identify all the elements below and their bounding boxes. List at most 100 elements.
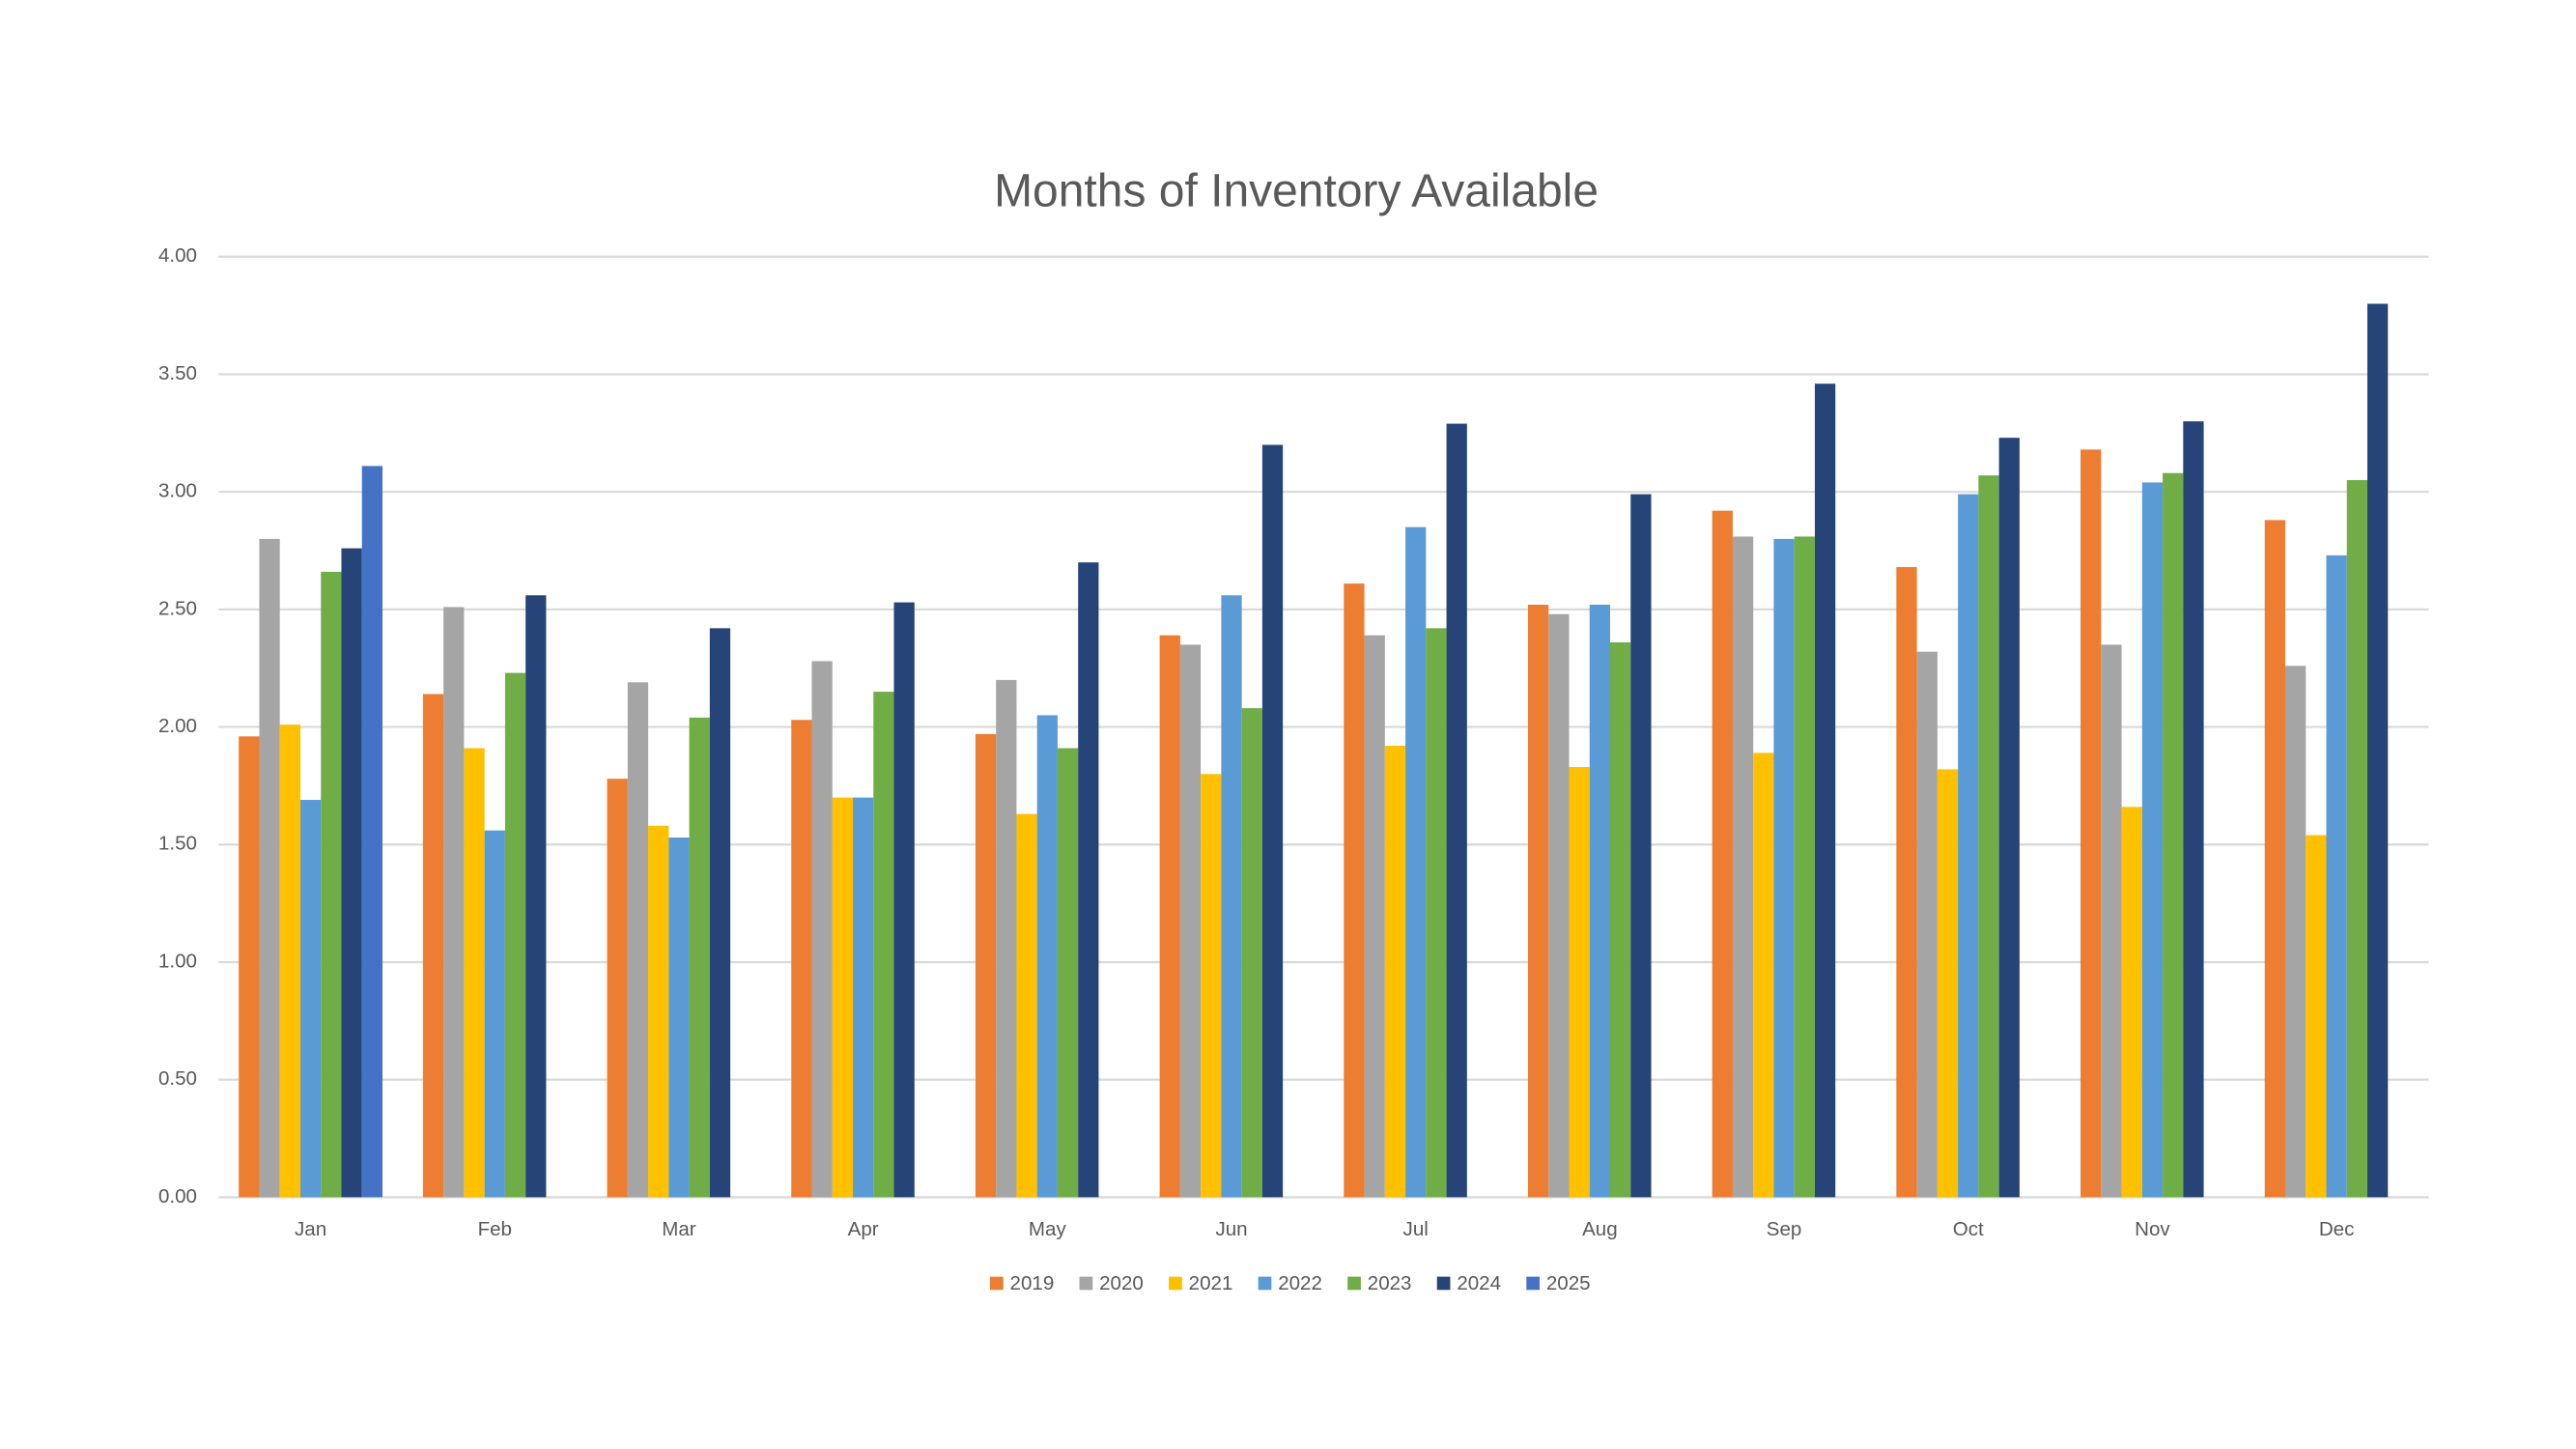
bar	[648, 825, 669, 1198]
bar	[1548, 613, 1570, 1198]
legend-swatch	[1169, 1276, 1182, 1291]
bar	[1179, 644, 1202, 1198]
bar	[668, 837, 690, 1198]
bar	[1732, 536, 1754, 1198]
bar	[1896, 567, 1917, 1198]
bar	[1916, 651, 1938, 1198]
bar	[504, 672, 526, 1198]
bar	[1078, 562, 1099, 1198]
bar	[2163, 472, 2184, 1198]
legend-label: 2025	[1546, 1272, 1591, 1294]
x-tick-label: Mar	[662, 1218, 696, 1240]
bar	[1753, 753, 1774, 1198]
bar	[1794, 536, 1815, 1198]
x-tick-label: Dec	[2319, 1218, 2355, 1240]
legend-label: 2021	[1189, 1272, 1233, 1294]
y-tick-label: 2.50	[158, 597, 197, 619]
bar	[1569, 766, 1590, 1198]
legend-label: 2022	[1278, 1272, 1322, 1294]
bar	[361, 466, 382, 1198]
bar	[1978, 475, 1999, 1198]
bar	[1159, 635, 1180, 1198]
bar	[1016, 813, 1037, 1198]
x-tick-label: Oct	[1953, 1218, 1984, 1240]
bar	[443, 607, 465, 1198]
bar	[1589, 605, 1611, 1198]
bar	[2264, 520, 2285, 1198]
x-tick-label: Jul	[1403, 1218, 1429, 1240]
legend-swatch	[1436, 1276, 1451, 1291]
bar	[975, 733, 997, 1198]
bar	[2183, 421, 2204, 1198]
bar	[791, 720, 812, 1198]
bar	[1241, 708, 1262, 1198]
legend-swatch	[1079, 1276, 1093, 1291]
bar	[2326, 554, 2347, 1198]
bar	[1958, 494, 1979, 1198]
x-tick-label: Aug	[1582, 1218, 1618, 1240]
bar	[709, 628, 731, 1198]
bar	[2141, 482, 2164, 1198]
legend-label: 2020	[1099, 1272, 1144, 1294]
bar	[853, 797, 874, 1198]
legend-swatch	[1258, 1276, 1272, 1291]
bar	[1057, 748, 1079, 1198]
bar	[873, 692, 894, 1198]
bar	[2081, 449, 2102, 1198]
y-tick-label: 1.50	[158, 833, 197, 855]
y-tick-label: 0.50	[158, 1067, 197, 1090]
legend-swatch	[989, 1276, 1004, 1291]
bar	[996, 679, 1017, 1198]
x-tick-label: Nov	[2135, 1218, 2170, 1240]
bar	[2284, 666, 2307, 1198]
y-tick-label: 1.00	[158, 950, 197, 972]
x-tick-label: Jan	[295, 1218, 326, 1240]
x-tick-label: Sep	[1767, 1218, 1802, 1240]
chart-title: Months of Inventory Available	[994, 165, 1599, 216]
bar	[1773, 538, 1795, 1198]
legend-swatch	[1347, 1276, 1361, 1291]
y-tick-label: 0.00	[158, 1185, 197, 1208]
legend-label: 2019	[1010, 1272, 1055, 1294]
legend-swatch	[1526, 1276, 1541, 1291]
bar	[2121, 807, 2142, 1198]
x-tick-label: Apr	[848, 1218, 879, 1240]
bar	[2346, 480, 2367, 1198]
bar	[1446, 423, 1467, 1198]
bar	[1712, 510, 1733, 1198]
bar	[525, 595, 547, 1198]
y-tick-label: 2.00	[158, 715, 197, 737]
bar	[1610, 641, 1631, 1198]
bar	[1814, 384, 1836, 1198]
bar	[321, 571, 342, 1198]
legend-label: 2023	[1368, 1272, 1412, 1294]
bar	[259, 538, 280, 1198]
bar	[464, 748, 485, 1198]
bar	[832, 797, 854, 1198]
bar	[341, 548, 362, 1198]
x-tick-label: May	[1029, 1218, 1067, 1240]
bar	[1221, 595, 1242, 1198]
y-tick-label: 3.50	[158, 362, 197, 384]
bar	[1036, 715, 1058, 1198]
bar	[1201, 774, 1222, 1198]
bar	[1630, 494, 1652, 1198]
bar	[299, 800, 322, 1198]
legend-label: 2024	[1457, 1272, 1501, 1294]
bar	[1364, 635, 1385, 1198]
bar	[627, 682, 649, 1198]
bar	[1426, 628, 1447, 1198]
bar	[239, 736, 260, 1198]
bar	[1998, 438, 2020, 1198]
y-tick-label: 4.00	[158, 244, 197, 267]
bar	[607, 779, 628, 1198]
bar	[279, 724, 300, 1198]
bar	[1344, 583, 1365, 1198]
bar	[1527, 605, 1549, 1198]
bar	[811, 661, 833, 1198]
bar	[422, 694, 444, 1198]
bar	[1384, 746, 1406, 1198]
bar	[1261, 444, 1284, 1198]
x-tick-label: Jun	[1215, 1218, 1247, 1240]
x-tick-label: Feb	[478, 1218, 512, 1240]
